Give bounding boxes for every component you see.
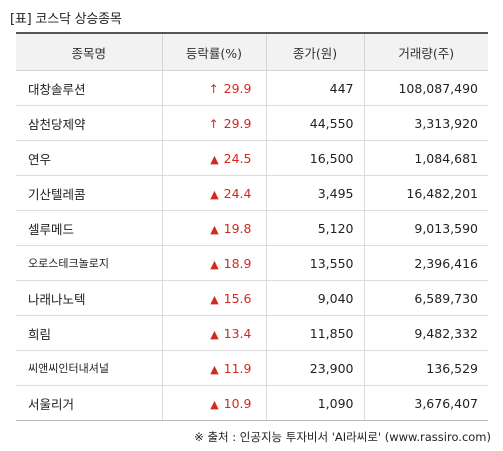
table-row: 대창솔루션 ↑ 29.9 447 108,087,490 <box>16 70 488 106</box>
trading-volume: 9,482,332 <box>363 315 488 351</box>
stock-table-container: 종목명 등락률(%) 종가(원) 거래량(주) 대창솔루션 ↑ 29.9 447 108… <box>16 32 488 421</box>
closing-price: 3,495 <box>265 175 364 211</box>
closing-price: 9,040 <box>265 280 364 316</box>
up-triangle-icon: ▲ <box>210 152 219 166</box>
table-header-row: 종목명 등락률(%) 종가(원) 거래량(주) <box>16 34 488 71</box>
stock-name: 오로스테크놀로지 <box>16 245 162 281</box>
change-rate: 11.9 <box>223 360 252 376</box>
table-body: 대창솔루션 ↑ 29.9 447 108,087,490 삼천당제약 ↑ 29.9 44,550… <box>16 70 488 420</box>
closing-price: 13,550 <box>265 245 364 281</box>
table-row: 연우 ▲ 24.5 16,500 1,084,681 <box>16 140 488 176</box>
change-rate-cell: ▲ 18.9 <box>161 245 266 281</box>
up-triangle-icon: ▲ <box>210 292 219 306</box>
trading-volume: 2,396,416 <box>363 245 488 281</box>
closing-price: 23,900 <box>265 350 364 386</box>
upper-limit-arrow-icon: ↑ <box>208 81 219 96</box>
trading-volume: 16,482,201 <box>363 175 488 211</box>
table-row: 나래나노텍 ▲ 15.6 9,040 6,589,730 <box>16 280 488 316</box>
change-rate-cell: ▲ 13.4 <box>161 315 266 351</box>
change-rate: 15.6 <box>223 290 252 306</box>
table-row: 오로스테크놀로지 ▲ 18.9 13,550 2,396,416 <box>16 245 488 281</box>
header-rate: 등락률(%) <box>161 34 266 71</box>
up-triangle-icon: ▲ <box>210 397 219 411</box>
change-rate-cell: ▲ 24.5 <box>161 140 266 176</box>
trading-volume: 3,313,920 <box>363 105 488 141</box>
stock-name: 기산텔레콤 <box>16 175 162 211</box>
up-triangle-icon: ▲ <box>210 327 219 341</box>
change-rate: 13.4 <box>223 325 252 341</box>
change-rate-cell: ▲ 15.6 <box>161 280 266 316</box>
change-rate-cell: ▲ 11.9 <box>161 350 266 386</box>
upper-limit-arrow-icon: ↑ <box>208 116 219 131</box>
stock-name: 서울리거 <box>28 396 75 412</box>
change-rate-cell: ▲ 19.8 <box>161 210 266 246</box>
header-volume: 거래량(주) <box>363 34 488 71</box>
table-row: 삼천당제약 ↑ 29.9 44,550 3,313,920 <box>16 105 488 141</box>
stock-name: 씨앤씨인터내셔널 <box>16 350 162 386</box>
stock-name: 나래나노텍 <box>16 280 162 316</box>
header-price: 종가(원) <box>265 34 364 71</box>
change-rate: 19.8 <box>223 220 252 236</box>
closing-price: 16,500 <box>265 140 364 176</box>
table-row: 서울리거 ▲ 10.9 1,090 3,676,407 <box>16 385 488 420</box>
trading-volume: 108,087,490 <box>363 70 488 106</box>
closing-price: 1,090 <box>265 385 364 420</box>
table-title: [표] 코스닥 상승종목 <box>10 12 122 27</box>
stock-name: 삼천당제약 <box>16 105 162 141</box>
up-triangle-icon: ▲ <box>210 257 219 271</box>
stock-name: 연우 <box>16 140 162 176</box>
source-note: ※ 출처 : 인공지능 투자비서 'AI라씨로' (www.rassiro.co… <box>194 430 491 444</box>
header-name: 종목명 <box>16 34 162 71</box>
trading-volume: 3,676,407 <box>363 385 488 420</box>
change-rate-cell: ▲ 24.4 <box>161 175 266 211</box>
table-row: 희림 ▲ 13.4 11,850 9,482,332 <box>16 315 488 351</box>
up-triangle-icon: ▲ <box>210 362 219 376</box>
up-triangle-icon: ▲ <box>210 187 219 201</box>
stock-table: 종목명 등락률(%) 종가(원) 거래량(주) 대창솔루션 ↑ 29.9 447 108… <box>16 34 488 420</box>
change-rate-cell: ▲ 10.9 <box>161 385 266 420</box>
change-rate-cell: ↑ 29.9 <box>161 105 266 141</box>
closing-price: 447 <box>265 70 364 106</box>
table-row: 기산텔레콤 ▲ 24.4 3,495 16,482,201 <box>16 175 488 211</box>
stock-name: 셀루메드 <box>16 210 162 246</box>
stock-name: 대창솔루션 <box>16 70 162 106</box>
change-rate-cell: ↑ 29.9 <box>161 70 266 106</box>
table-row: 씨앤씨인터내셔널 ▲ 11.9 23,900 136,529 <box>16 350 488 386</box>
closing-price: 44,550 <box>265 105 364 141</box>
trading-volume: 1,084,681 <box>363 140 488 176</box>
change-rate: 10.9 <box>223 395 252 411</box>
trading-volume: 9,013,590 <box>363 210 488 246</box>
up-triangle-icon: ▲ <box>210 222 219 236</box>
trading-volume: 136,529 <box>363 350 488 386</box>
closing-price: 11,850 <box>265 315 364 351</box>
change-rate: 29.9 <box>223 80 252 96</box>
table-row: 셀루메드 ▲ 19.8 5,120 9,013,590 <box>16 210 488 246</box>
trading-volume: 6,589,730 <box>363 280 488 316</box>
stock-name: 희림 <box>16 315 162 351</box>
closing-price: 5,120 <box>265 210 364 246</box>
change-rate: 24.5 <box>223 150 252 166</box>
change-rate: 29.9 <box>223 115 252 131</box>
change-rate: 24.4 <box>223 185 252 201</box>
change-rate: 18.9 <box>223 255 252 271</box>
